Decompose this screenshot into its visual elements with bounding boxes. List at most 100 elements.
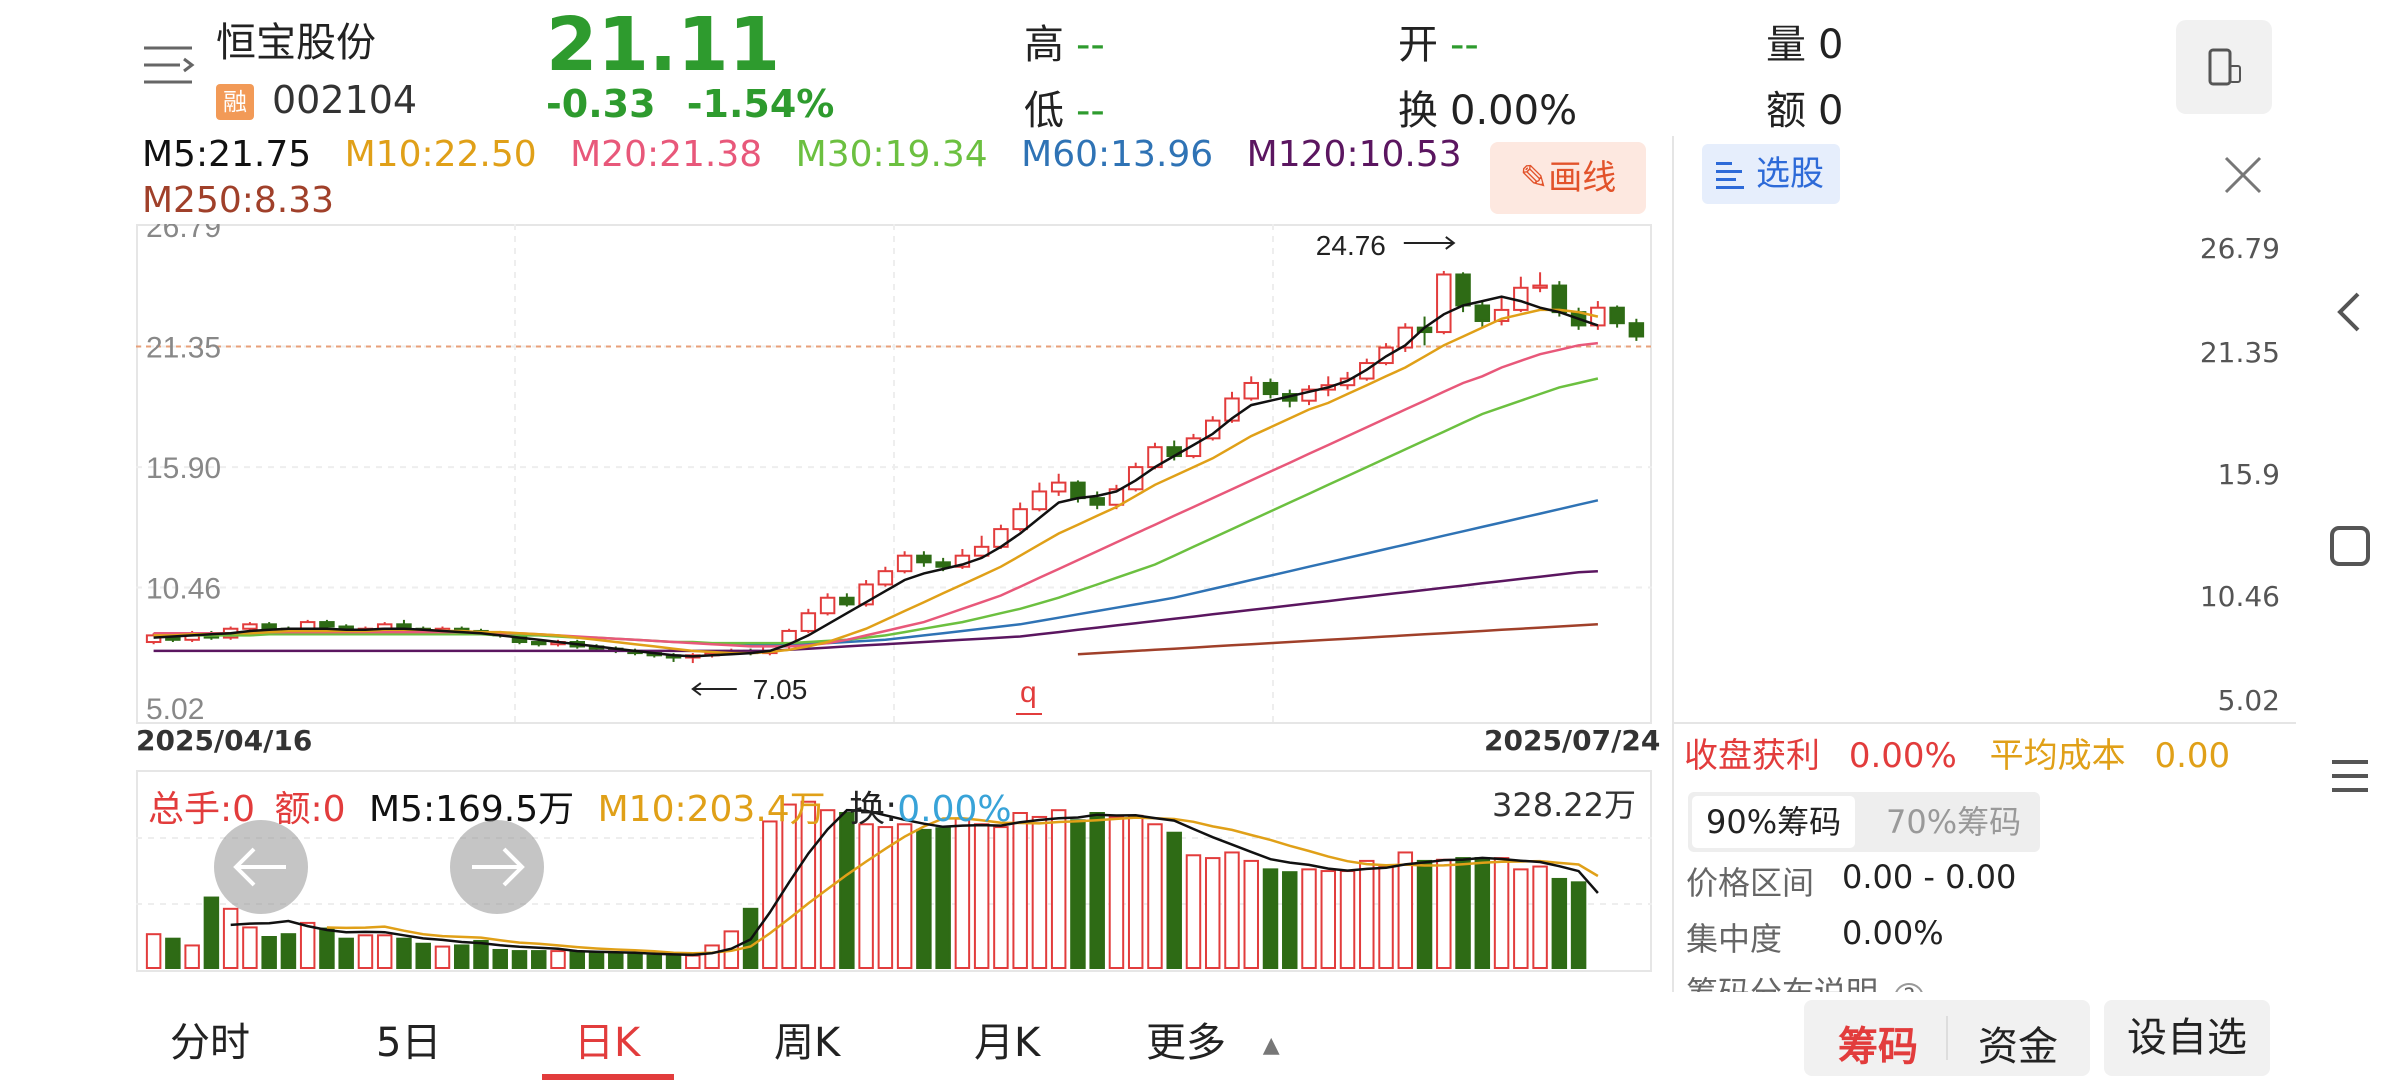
candle — [1532, 284, 1548, 289]
stock-name: 恒宝股份 — [216, 20, 376, 66]
turnover-value: 0.00% — [1450, 88, 1578, 134]
volume-bar — [896, 823, 913, 970]
low-stat: 低 -- — [1024, 78, 1105, 136]
price-range-label: 价格区间 — [1686, 864, 1815, 902]
tab-5day[interactable]: 5日 — [376, 1020, 442, 1066]
landscape-button[interactable] — [2176, 20, 2272, 114]
volume-bar — [531, 950, 547, 970]
high-stat: 高 -- — [1024, 12, 1105, 70]
volume-amount: 额:0 — [274, 789, 346, 830]
volume-bar — [222, 907, 239, 969]
home-nav-button[interactable] — [2320, 516, 2380, 580]
draw-line-button[interactable]: ✎画线 — [1490, 142, 1646, 214]
volume-bar — [1089, 812, 1105, 969]
volume-bar — [1493, 857, 1510, 969]
tab-weekly-k[interactable]: 周K — [774, 1020, 841, 1066]
volume-bar — [511, 950, 528, 970]
volume-bar — [1551, 877, 1568, 969]
chips-button[interactable]: 筹码 — [1838, 1024, 1918, 1070]
volume-bar — [184, 944, 200, 969]
tab-monthly-k[interactable]: 月K — [974, 1020, 1041, 1066]
volume-bar — [1378, 865, 1394, 969]
candle — [1089, 497, 1105, 506]
volume-bar — [1320, 870, 1337, 969]
candle — [1070, 481, 1086, 500]
arrow-right-icon — [472, 847, 525, 887]
right-axis-label: 15.9 — [2217, 458, 2280, 491]
volume-bar — [434, 945, 451, 969]
low-label: 低 — [1024, 88, 1064, 134]
chip-explain-link[interactable]: 筹码分布说明 ? — [1686, 968, 1925, 992]
volume-bar — [916, 828, 932, 970]
volume-bar — [357, 934, 374, 970]
kline-chart[interactable]: 26.79 21.35 15.90 10.46 5.02 24.76 7.05 q — [136, 224, 1652, 724]
volume-bar — [1262, 868, 1279, 969]
turnover-stat: 换 0.00% — [1398, 78, 1577, 136]
help-icon: ? — [1894, 983, 1925, 992]
candle — [973, 545, 990, 557]
tab-chip-90[interactable]: 90%筹码 — [1692, 796, 1856, 848]
candle — [1455, 273, 1471, 307]
right-axis-label: 5.02 — [2217, 684, 2280, 717]
volume-bar — [376, 934, 393, 970]
volume-bar — [492, 948, 508, 970]
recents-nav-button[interactable] — [2320, 746, 2380, 810]
select-stock-label: 选股 — [1756, 154, 1824, 194]
candle — [1031, 490, 1048, 511]
volume-bar — [762, 820, 778, 969]
select-stock-button[interactable]: 选股 — [1702, 144, 1840, 204]
start-date: 2025/04/16 — [136, 724, 313, 757]
volume-bar — [145, 933, 162, 970]
volume-bar — [1397, 851, 1414, 969]
back-nav-button[interactable] — [2320, 282, 2380, 346]
add-watchlist-button[interactable]: 设自选 — [2104, 1000, 2270, 1076]
draw-line-label: 画线 — [1548, 158, 1617, 198]
menu-icon[interactable] — [140, 40, 196, 90]
chip-explain-label: 筹码分布说明 — [1686, 974, 1878, 992]
candle — [261, 623, 277, 630]
volume-bar — [319, 927, 335, 969]
tab-more[interactable]: 更多 ▲ — [1146, 1010, 1280, 1068]
candle — [1493, 308, 1510, 322]
volume-bar — [1012, 812, 1028, 969]
y-axis-label: 15.90 — [146, 452, 221, 485]
volume-bar — [608, 952, 624, 969]
volume-bar — [1474, 857, 1491, 969]
volume-bar — [1166, 831, 1182, 969]
candle — [242, 623, 258, 630]
total-hands: 总手:0 — [148, 789, 256, 830]
tab-chip-70[interactable]: 70%筹码 — [1886, 803, 2022, 841]
candle — [800, 612, 817, 632]
funds-button[interactable]: 资金 — [1978, 1024, 2058, 1070]
volume-bar — [280, 933, 297, 970]
turnover-label: 换 — [1398, 88, 1438, 134]
candle — [1474, 304, 1491, 322]
tab-intraday[interactable]: 分时 — [170, 1020, 250, 1066]
candle — [1050, 481, 1067, 493]
close-panel-button[interactable] — [2216, 148, 2270, 202]
caret-up-icon: ▲ — [1262, 1032, 1280, 1058]
low-annotation: 7.05 — [753, 674, 808, 705]
volume-chart[interactable] — [136, 770, 1652, 972]
high-annotation: 24.76 — [1316, 230, 1386, 261]
candle — [1243, 381, 1259, 400]
candle — [1436, 273, 1452, 334]
scroll-left-button[interactable] — [214, 820, 308, 914]
volume-bar — [203, 896, 220, 969]
tab-daily-k[interactable]: 日K — [574, 1020, 641, 1066]
button-divider — [1946, 1016, 1948, 1060]
ma10-label: M10:22.50 — [344, 134, 537, 175]
candle — [1551, 284, 1568, 314]
volume-ma-line-m5 — [230, 808, 1599, 957]
volume-bar — [858, 823, 874, 970]
candle — [839, 596, 855, 606]
volume-bar — [627, 952, 643, 969]
volume-bar — [1436, 858, 1452, 969]
home-square-icon — [2330, 526, 2370, 566]
volume-bar — [665, 954, 682, 970]
scroll-right-button[interactable] — [450, 820, 544, 914]
volume-bar — [973, 823, 990, 970]
volume-bar — [839, 812, 855, 969]
